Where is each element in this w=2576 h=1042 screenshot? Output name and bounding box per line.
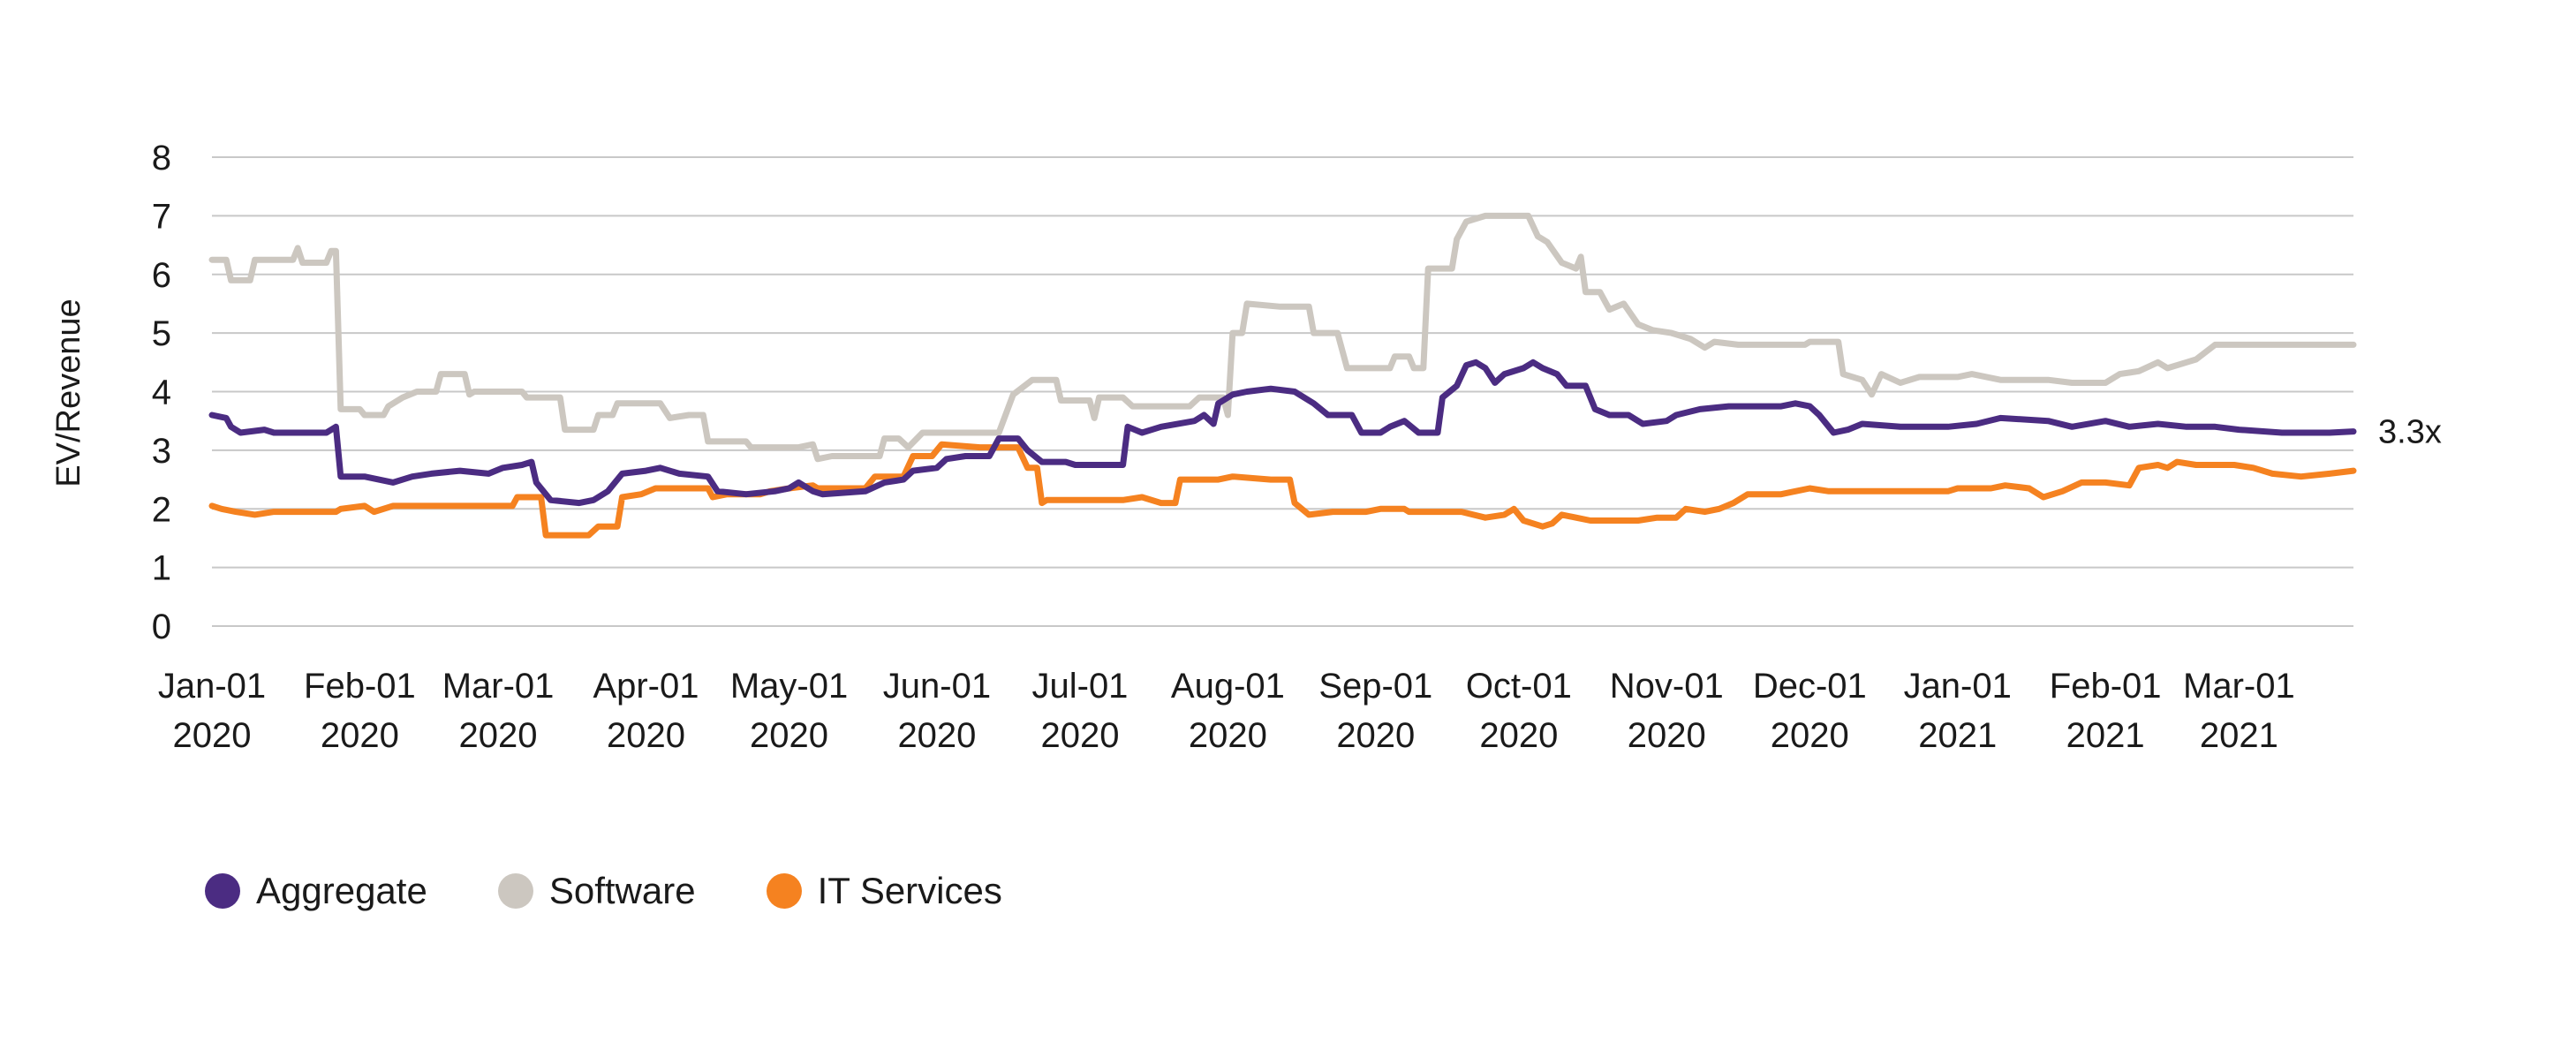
y-tick-label: 3 (152, 432, 171, 471)
x-tick-label: Mar-01 2020 (442, 667, 555, 755)
x-tick-label: Apr-01 2020 (593, 667, 699, 755)
x-tick-label: Jul-01 2020 (1031, 667, 1128, 755)
y-tick-label: 7 (152, 197, 171, 236)
x-tick-label: Feb-01 2021 (2050, 667, 2162, 755)
end-value-label: 3.3x (2378, 414, 2442, 451)
line-chart: 0 1 2 3 4 5 6 7 8 Jan-01 2020 Feb-01 2020 Mar-01 2020… (50, 139, 2442, 755)
x-tick-label: Jan-01 2021 (1904, 667, 2012, 755)
y-tick-label: 4 (152, 374, 171, 412)
y-tick-label: 0 (152, 608, 171, 646)
legend-swatch-it-services (766, 873, 802, 909)
x-tick-label: Mar-01 2021 (2183, 667, 2295, 755)
series-line-it-services (208, 441, 2357, 539)
x-tick-label: Sep-01 2020 (1318, 667, 1432, 755)
y-axis-label: EV/Revenue (50, 298, 87, 487)
legend-label-aggregate: Aggregate (256, 870, 427, 911)
x-tick-label: Aug-01 2020 (1171, 667, 1285, 755)
x-tick-label: Nov-01 2020 (1610, 667, 1724, 755)
series-lines (208, 212, 2357, 539)
legend-swatch-aggregate (205, 873, 240, 909)
y-tick-label: 6 (152, 256, 171, 295)
y-tick-label: 5 (152, 314, 171, 353)
x-tick-label: May-01 2020 (730, 667, 848, 755)
x-tick-label: Feb-01 2020 (304, 667, 416, 755)
legend-label-software: Software (548, 870, 696, 911)
legend-label-it-services: IT Services (817, 870, 1002, 911)
legend: Aggregate Software IT Services (205, 870, 1073, 912)
legend-item-software: Software (497, 870, 696, 912)
legend-item-aggregate: Aggregate (205, 870, 427, 912)
legend-item-it-services: IT Services (766, 870, 1002, 912)
y-tick-label: 1 (152, 549, 171, 588)
x-tick-label: Dec-01 2020 (1753, 667, 1867, 755)
y-axis-ticks: 0 1 2 3 4 5 6 7 8 (152, 139, 171, 646)
y-tick-label: 2 (152, 490, 171, 529)
x-axis-ticks: Jan-01 2020 Feb-01 2020 Mar-01 2020 Apr-01 2020… (158, 667, 2295, 755)
legend-swatch-software (497, 873, 533, 909)
series-line-aggregate (208, 359, 2357, 507)
x-tick-label: Jun-01 2020 (883, 667, 991, 755)
x-tick-label: Jan-01 2020 (158, 667, 266, 755)
x-tick-label: Oct-01 2020 (1466, 667, 1572, 755)
y-tick-label: 8 (152, 139, 171, 177)
